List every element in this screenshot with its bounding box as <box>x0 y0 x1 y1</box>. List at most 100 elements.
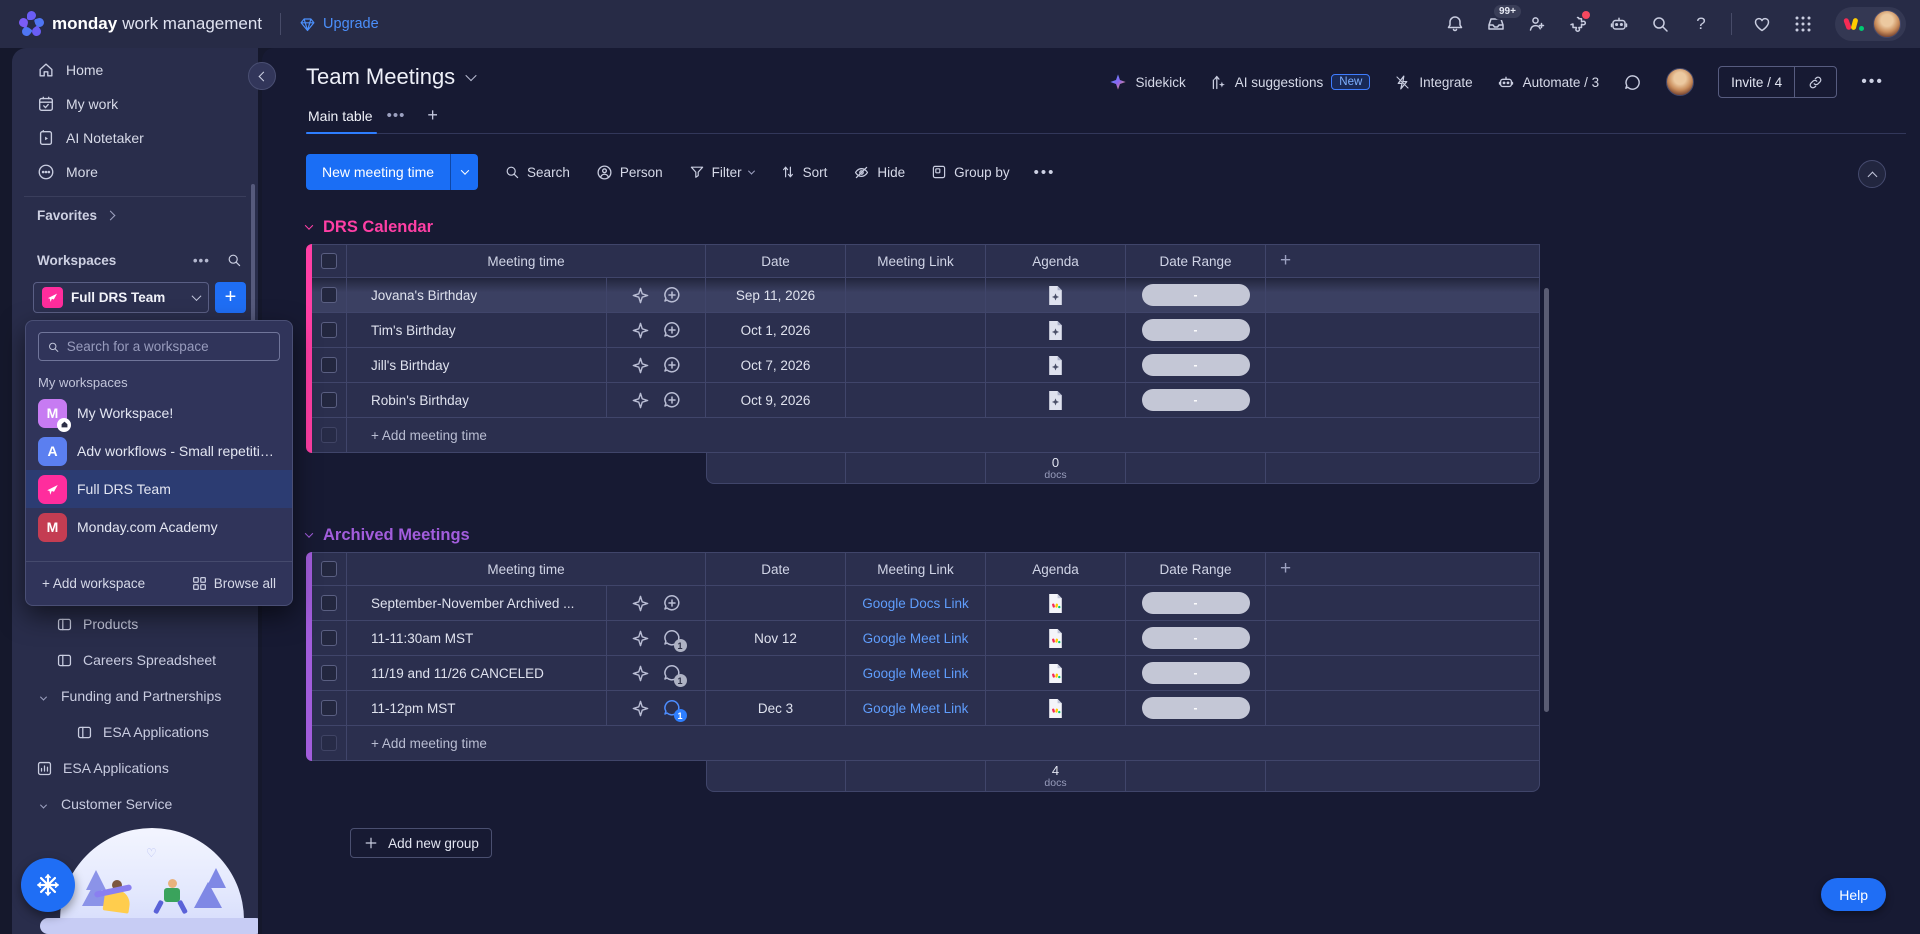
open-updates-button[interactable]: 1 <box>662 663 687 687</box>
group-collapse-icon[interactable] <box>304 221 314 230</box>
agenda-doc-icon[interactable] <box>1047 698 1064 719</box>
column-header-agenda[interactable]: Agenda <box>986 244 1126 278</box>
open-updates-button[interactable] <box>662 593 682 613</box>
agenda-cell[interactable] <box>986 691 1126 726</box>
agenda-cell[interactable] <box>986 383 1126 418</box>
tab-main-table[interactable]: Main table <box>306 108 383 134</box>
add-workspace-button[interactable]: + <box>215 282 246 313</box>
row-checkbox[interactable] <box>321 665 337 681</box>
item-name-cell[interactable]: Robin's Birthday <box>347 383 607 418</box>
sidekick-button[interactable]: Sidekick <box>1109 73 1186 91</box>
date-range-cell[interactable]: - <box>1126 621 1266 656</box>
date-range-pill[interactable]: - <box>1141 697 1250 719</box>
column-header-meeting-time[interactable]: Meeting time <box>347 244 706 278</box>
meeting-link-cell[interactable]: Google Docs Link <box>846 586 986 621</box>
meeting-link-cell[interactable] <box>846 348 986 383</box>
agenda-doc-icon[interactable] <box>1047 320 1064 341</box>
item-name-cell[interactable]: 11-11:30am MST <box>347 621 607 656</box>
sidekick-sparkle-icon[interactable] <box>631 629 650 648</box>
date-range-cell[interactable]: - <box>1126 656 1266 691</box>
help-button[interactable]: Help <box>1821 878 1886 911</box>
open-updates-button[interactable]: 1 <box>662 628 687 652</box>
column-header-meeting-time[interactable]: Meeting time <box>347 552 706 586</box>
sidebar-collapse-button[interactable] <box>248 62 276 90</box>
sidebar-item-more[interactable]: More <box>22 156 248 188</box>
seasonal-theme-button[interactable] <box>21 858 75 912</box>
date-range-pill[interactable]: - <box>1141 319 1250 341</box>
meeting-link[interactable]: Google Docs Link <box>862 595 969 611</box>
sidebar-board-customer-service[interactable]: Customer Service <box>22 788 248 820</box>
date-cell[interactable]: Oct 9, 2026 <box>706 383 846 418</box>
help-button-top[interactable]: ? <box>1696 14 1706 33</box>
person-filter-tool[interactable]: Person <box>586 156 673 188</box>
item-name-cell[interactable]: Jill's Birthday <box>347 348 607 383</box>
board-title[interactable]: Team Meetings <box>306 64 477 90</box>
ai-suggestions-button[interactable]: AI suggestions New <box>1210 74 1371 91</box>
date-range-pill[interactable]: - <box>1141 592 1250 614</box>
filter-tool[interactable]: Filter <box>679 156 764 188</box>
agenda-cell[interactable] <box>986 586 1126 621</box>
workspaces-menu-button[interactable]: ••• <box>192 252 210 268</box>
account-switcher[interactable] <box>1835 7 1906 41</box>
add-column-button[interactable]: + <box>1266 552 1540 586</box>
workspace-list-item[interactable]: A Adv workflows - Small repetitive... <box>26 432 292 470</box>
board-menu-button[interactable]: ••• <box>1861 73 1884 90</box>
row-checkbox[interactable] <box>321 700 337 716</box>
open-updates-button[interactable]: 1 <box>662 698 687 722</box>
group-collapse-icon[interactable] <box>304 529 314 538</box>
workspace-search-input[interactable] <box>66 339 271 354</box>
browse-all-button[interactable]: Browse all <box>192 576 276 591</box>
date-range-pill[interactable]: - <box>1141 627 1250 649</box>
row-checkbox[interactable] <box>321 357 337 373</box>
workspace-list-item[interactable]: M My Workspace! <box>26 394 292 432</box>
add-new-group-button[interactable]: Add new group <box>350 828 492 858</box>
add-item-button[interactable]: + Add meeting time <box>347 418 1540 453</box>
sidekick-sparkle-icon[interactable] <box>631 321 650 340</box>
sidekick-sparkle-icon[interactable] <box>631 594 650 613</box>
board-owner-avatar[interactable] <box>1666 68 1695 96</box>
item-name-cell[interactable]: Jovana's Birthday <box>347 278 607 313</box>
app-launcher-button[interactable] <box>1786 7 1820 41</box>
row-checkbox[interactable] <box>321 392 337 408</box>
sidebar-item-home[interactable]: Home <box>22 54 248 86</box>
favorites-section[interactable]: Favorites <box>37 208 242 223</box>
sidekick-sparkle-icon[interactable] <box>631 664 650 683</box>
agenda-doc-icon[interactable] <box>1047 663 1064 684</box>
date-range-cell[interactable]: - <box>1126 691 1266 726</box>
board-scrollbar[interactable] <box>1544 288 1549 712</box>
item-name-cell[interactable]: 11-12pm MST <box>347 691 607 726</box>
meeting-link-cell[interactable]: Google Meet Link <box>846 621 986 656</box>
date-range-cell[interactable]: - <box>1126 348 1266 383</box>
workspace-list-item[interactable]: Full DRS Team <box>26 470 292 508</box>
copy-link-button[interactable] <box>1794 67 1836 97</box>
meeting-link-cell[interactable]: Google Meet Link <box>846 691 986 726</box>
row-checkbox[interactable] <box>321 595 337 611</box>
sidekick-sparkle-icon[interactable] <box>631 286 650 305</box>
automate-button[interactable]: Automate / 3 <box>1497 73 1599 91</box>
invite-button[interactable]: Invite / 4 <box>1731 74 1783 90</box>
workspace-list-item[interactable]: M Monday.com Academy <box>26 508 292 546</box>
sidekick-sparkle-icon[interactable] <box>631 391 650 410</box>
date-cell[interactable]: Sep 11, 2026 <box>706 278 846 313</box>
item-name-cell[interactable]: Tim's Birthday <box>347 313 607 348</box>
open-updates-button[interactable] <box>662 285 682 305</box>
item-name-cell[interactable]: 11/19 and 11/26 CANCELED <box>347 656 607 691</box>
integrate-button[interactable]: Integrate <box>1394 74 1473 91</box>
date-cell[interactable]: Nov 12 <box>706 621 846 656</box>
column-header-date-range[interactable]: Date Range <box>1126 552 1266 586</box>
column-header-date[interactable]: Date <box>706 244 846 278</box>
group-title[interactable]: DRS Calendar <box>304 212 1920 242</box>
agenda-cell[interactable] <box>986 656 1126 691</box>
apps-button[interactable] <box>1561 7 1595 41</box>
search-tool[interactable]: Search <box>494 156 580 188</box>
column-header-date[interactable]: Date <box>706 552 846 586</box>
agenda-doc-icon[interactable] <box>1047 593 1064 614</box>
row-checkbox[interactable] <box>321 322 337 338</box>
date-cell[interactable]: Oct 1, 2026 <box>706 313 846 348</box>
toolbar-more-button[interactable]: ••• <box>1033 163 1056 181</box>
column-header-date-range[interactable]: Date Range <box>1126 244 1266 278</box>
board-discussion-button[interactable] <box>1623 73 1642 92</box>
sidebar-board-esa-applications[interactable]: ESA Applications <box>22 752 248 784</box>
column-header-agenda[interactable]: Agenda <box>986 552 1126 586</box>
meeting-link-cell[interactable]: Google Meet Link <box>846 656 986 691</box>
